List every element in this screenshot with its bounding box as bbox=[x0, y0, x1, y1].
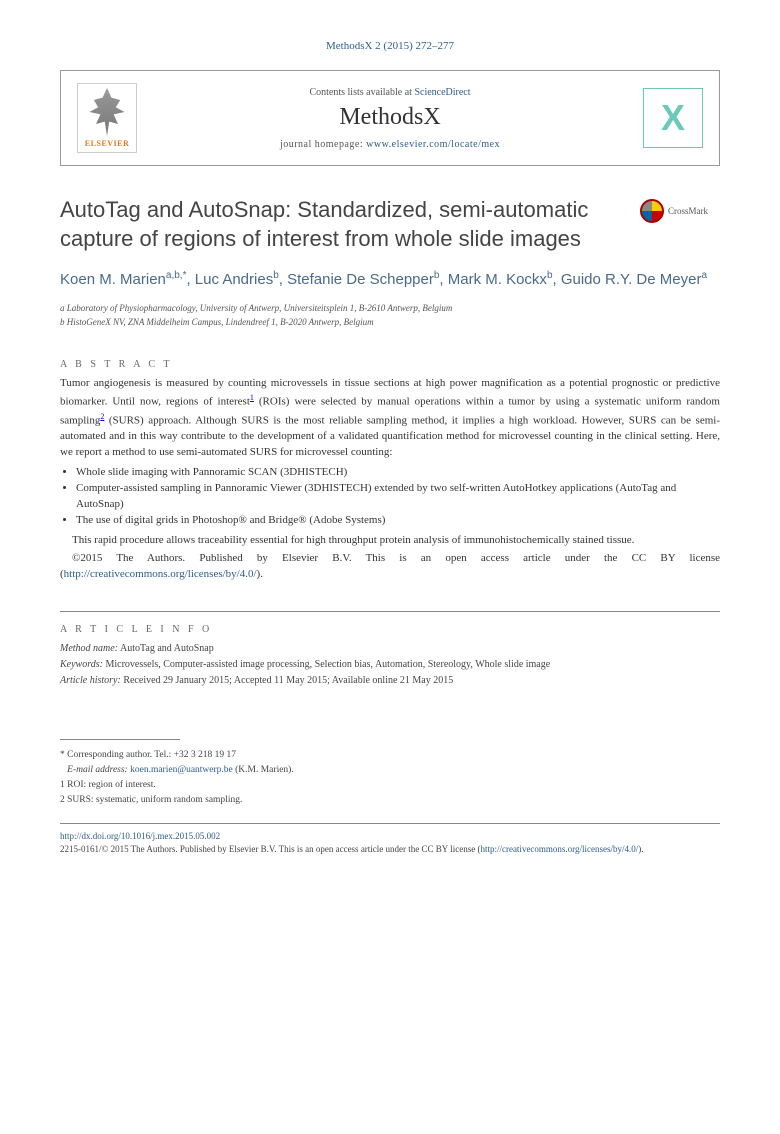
email-link[interactable]: koen.marien@uantwerp.be bbox=[130, 765, 233, 775]
bullet-item: Whole slide imaging with Pannoramic SCAN… bbox=[76, 465, 720, 481]
homepage-label: journal homepage: bbox=[280, 139, 366, 150]
contents-text: Contents lists available at bbox=[309, 87, 414, 98]
email-post: (K.M. Marien). bbox=[233, 765, 294, 775]
sciencedirect-link[interactable]: ScienceDirect bbox=[414, 87, 470, 98]
affiliations: a Laboratory of Physiopharmacology, Univ… bbox=[60, 302, 720, 329]
method-name-line: Method name: AutoTag and AutoSnap bbox=[60, 641, 720, 657]
homepage-line: journal homepage: www.elsevier.com/locat… bbox=[151, 139, 629, 150]
elsevier-label: ELSEVIER bbox=[85, 139, 129, 148]
footnotes-block: * Corresponding author. Tel.: +32 3 218 … bbox=[60, 748, 720, 809]
journal-name: MethodsX bbox=[151, 104, 629, 131]
email-line: E-mail address: koen.marien@uantwerp.be … bbox=[60, 763, 720, 778]
issn-copyright-line: 2215-0161/© 2015 The Authors. Published … bbox=[60, 843, 720, 857]
issn-post: ). bbox=[638, 844, 643, 854]
footnotes-separator bbox=[60, 739, 180, 740]
abstract-bullets: Whole slide imaging with Pannoramic SCAN… bbox=[76, 465, 720, 529]
abstract-post: (SURS) approach. Although SURS is the mo… bbox=[60, 414, 720, 458]
homepage-link[interactable]: www.elsevier.com/locate/mex bbox=[366, 139, 500, 150]
bullet-item: Computer-assisted sampling in Pannoramic… bbox=[76, 481, 720, 513]
keywords-line: Keywords: Microvessels, Computer-assiste… bbox=[60, 657, 720, 673]
affiliation-b: b HistoGeneX NV, ZNA Middelheim Campus, … bbox=[60, 316, 720, 330]
method-value: AutoTag and AutoSnap bbox=[118, 643, 214, 654]
abstract-label: A B S T R A C T bbox=[60, 359, 720, 370]
contents-available-line: Contents lists available at ScienceDirec… bbox=[151, 87, 629, 98]
footnote-1: 1 ROI: region of interest. bbox=[60, 778, 720, 793]
doi-link[interactable]: http://dx.doi.org/10.1016/j.mex.2015.05.… bbox=[60, 831, 220, 841]
header-center: Contents lists available at ScienceDirec… bbox=[151, 87, 629, 150]
crossmark-badge[interactable]: CrossMark bbox=[640, 196, 720, 226]
methodsx-logo: X bbox=[643, 88, 703, 148]
footnote-2: 2 SURS: systematic, uniform random sampl… bbox=[60, 793, 720, 808]
abstract-closing: This rapid procedure allows traceability… bbox=[60, 533, 720, 549]
authors-list: Koen M. Mariena,b,*, Luc Andriesb, Stefa… bbox=[60, 269, 720, 290]
elsevier-tree-icon bbox=[85, 88, 129, 136]
title-row: AutoTag and AutoSnap: Standardized, semi… bbox=[60, 196, 720, 253]
footer-cc-link[interactable]: http://creativecommons.org/licenses/by/4… bbox=[480, 844, 638, 854]
history-label: Article history: bbox=[60, 675, 121, 686]
elsevier-logo: ELSEVIER bbox=[77, 83, 137, 153]
section-divider bbox=[60, 611, 720, 612]
history-line: Article history: Received 29 January 201… bbox=[60, 673, 720, 689]
abstract-copyright: ©2015 The Authors. Published by Elsevier… bbox=[60, 551, 720, 583]
crossmark-label: CrossMark bbox=[668, 206, 708, 216]
copyright-post: ). bbox=[257, 568, 263, 580]
method-label: Method name: bbox=[60, 643, 118, 654]
methodsx-logo-x-icon: X bbox=[661, 97, 685, 139]
footer-separator bbox=[60, 823, 720, 824]
keywords-label: Keywords: bbox=[60, 659, 103, 670]
email-label: E-mail address: bbox=[67, 765, 130, 775]
article-title: AutoTag and AutoSnap: Standardized, semi… bbox=[60, 196, 620, 253]
keywords-value: Microvessels, Computer-assisted image pr… bbox=[103, 659, 550, 670]
article-info-block: Method name: AutoTag and AutoSnap Keywor… bbox=[60, 641, 720, 689]
history-value: Received 29 January 2015; Accepted 11 Ma… bbox=[121, 675, 453, 686]
journal-reference: MethodsX 2 (2015) 272–277 bbox=[60, 40, 720, 52]
journal-header-box: ELSEVIER Contents lists available at Sci… bbox=[60, 70, 720, 166]
issn-pre: 2215-0161/© 2015 The Authors. Published … bbox=[60, 844, 480, 854]
footer-block: http://dx.doi.org/10.1016/j.mex.2015.05.… bbox=[60, 830, 720, 857]
abstract-body: Tumor angiogenesis is measured by counti… bbox=[60, 376, 720, 461]
article-info-label: A R T I C L E I N F O bbox=[60, 624, 720, 635]
cc-by-link[interactable]: http://creativecommons.org/licenses/by/4… bbox=[64, 568, 257, 580]
bullet-item: The use of digital grids in Photoshop® a… bbox=[76, 513, 720, 529]
corresponding-author: * Corresponding author. Tel.: +32 3 218 … bbox=[60, 748, 720, 763]
crossmark-icon bbox=[640, 199, 664, 223]
affiliation-a: a Laboratory of Physiopharmacology, Univ… bbox=[60, 302, 720, 316]
